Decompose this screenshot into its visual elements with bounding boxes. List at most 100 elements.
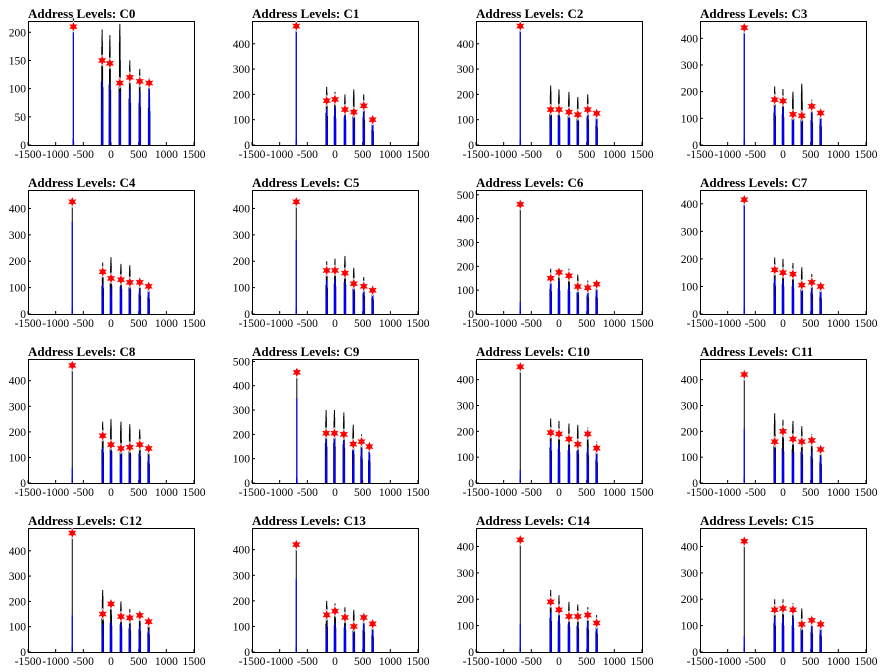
level-marker: [787, 603, 799, 617]
y-tick-label: 400: [457, 39, 475, 51]
y-tick-label: 400: [457, 214, 475, 226]
level-marker: [356, 435, 367, 448]
level-marker: [545, 271, 557, 285]
y-tick-label: 200: [9, 256, 27, 268]
x-tick-label: -1500: [15, 487, 42, 499]
level-marker: [514, 198, 526, 211]
level-marker: [105, 597, 117, 611]
axes-frame: [28, 190, 195, 315]
level-marker: [143, 615, 155, 628]
y-tick-label: 400: [233, 545, 251, 557]
x-tick-label: 1500: [855, 656, 878, 668]
y-tick-label: 100: [681, 621, 699, 633]
x-tick-label: -1000: [42, 149, 69, 161]
y-tick-label: 200: [681, 254, 699, 266]
x-tick-label: -500: [521, 656, 542, 668]
y-tick-label: 400: [233, 39, 251, 51]
x-tick-label: 0: [108, 149, 114, 161]
level-marker: [553, 266, 565, 279]
level-marker: [572, 280, 584, 293]
y-tick-label: 0: [244, 647, 250, 659]
y-tick-label: 300: [457, 64, 475, 76]
y-tick-label: 400: [681, 33, 699, 45]
level-marker: [806, 100, 818, 113]
x-tick-label: -1000: [266, 656, 293, 668]
x-tick-label: 1000: [603, 656, 626, 668]
x-tick-label: 500: [578, 149, 596, 161]
x-tick-label: 500: [130, 487, 148, 499]
level-marker: [363, 440, 375, 453]
y-tick-label: 400: [9, 546, 27, 558]
axes-frame: [700, 359, 867, 484]
level-marker: [777, 94, 789, 108]
level-marker: [66, 195, 78, 209]
y-tick-label: 300: [9, 571, 27, 583]
level-marker: [572, 610, 584, 623]
subplot-title: Address Levels: C8: [28, 344, 136, 359]
y-tick-label: 200: [9, 596, 27, 608]
subplot-title: Address Levels: C2: [476, 6, 583, 21]
x-tick-label: 500: [354, 149, 372, 161]
x-tick-label: 1000: [379, 656, 402, 668]
level-marker: [115, 442, 127, 455]
y-tick-label: 0: [244, 478, 250, 490]
level-marker: [591, 616, 603, 630]
y-tick-label: 100: [9, 84, 27, 96]
level-marker: [67, 20, 79, 33]
y-tick-label: 200: [681, 426, 699, 438]
level-marker: [796, 278, 808, 292]
x-tick-label: -500: [297, 149, 318, 161]
x-tick-label: -500: [73, 656, 94, 668]
y-tick-label: 400: [233, 381, 251, 393]
x-tick-label: 0: [780, 656, 786, 668]
subplot-c12: Address Levels: C12 -1500 -1000 -500 0 500 100…: [9, 513, 206, 668]
x-tick-label: -1000: [490, 318, 517, 330]
x-tick-label: 1000: [827, 656, 850, 668]
level-marker: [348, 105, 360, 119]
y-tick-label: 100: [9, 622, 27, 634]
x-tick-label: 500: [578, 318, 596, 330]
x-tick-label: 1500: [855, 318, 878, 330]
y-tick-label: 400: [681, 541, 699, 553]
x-tick-label: 0: [556, 487, 562, 499]
level-marker: [143, 442, 155, 455]
x-tick-label: 1000: [155, 656, 178, 668]
subplot-title: Address Levels: C9: [252, 344, 360, 359]
x-tick-label: 1500: [407, 149, 430, 161]
subplot-title: Address Levels: C10: [476, 344, 590, 359]
level-marker: [787, 108, 799, 121]
level-marker: [97, 429, 109, 442]
y-tick-label: 300: [9, 401, 27, 413]
level-marker: [97, 265, 109, 279]
y-tick-label: 100: [233, 283, 251, 295]
y-tick-label: 100: [233, 454, 251, 466]
level-marker: [124, 71, 136, 84]
y-tick-label: 300: [681, 60, 699, 72]
level-marker: [553, 427, 565, 441]
x-tick-label: -1000: [714, 149, 741, 161]
y-tick-label: 300: [233, 405, 251, 417]
y-tick-label: 400: [457, 541, 475, 553]
level-marker: [815, 280, 827, 293]
x-tick-label: 1500: [183, 656, 206, 668]
level-marker: [105, 438, 117, 451]
y-tick-label: 400: [9, 203, 27, 215]
level-marker: [582, 608, 594, 622]
level-marker: [514, 533, 526, 547]
x-tick-label: 500: [802, 149, 820, 161]
level-marker: [572, 108, 584, 121]
x-tick-label: -500: [745, 149, 766, 161]
y-tick-label: 200: [681, 594, 699, 606]
x-tick-label: 1000: [379, 318, 402, 330]
subplot-c2: Address Levels: C2-1500 -1000 -500 0 500 1000…: [457, 6, 654, 161]
x-tick-label: 1500: [407, 656, 430, 668]
y-tick-label: 400: [9, 376, 27, 388]
level-marker: [738, 534, 750, 548]
y-tick-label: 0: [20, 478, 26, 490]
level-marker: [777, 602, 789, 615]
level-marker: [806, 434, 818, 447]
x-tick-label: -1000: [42, 487, 69, 499]
x-tick-label: 0: [108, 318, 114, 330]
subplot-c6: Address Levels: C6-1500 -1000 -500 0 500 1000…: [457, 175, 654, 330]
subplot-c4: Address Levels: C4-1500 -1000 -500 0 500 1000…: [9, 175, 206, 330]
